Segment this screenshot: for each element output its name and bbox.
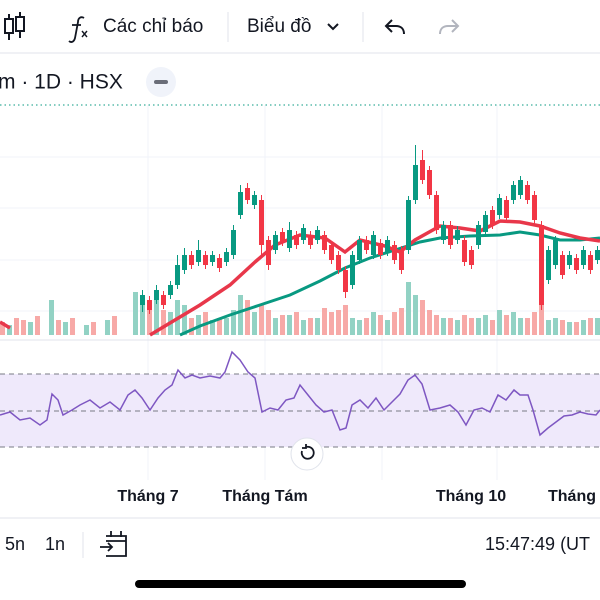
indicators-label: Các chỉ báo bbox=[103, 16, 203, 37]
time-axis-label: Tháng Tám bbox=[222, 488, 307, 505]
moving-average-fast bbox=[0, 219, 600, 337]
range-button[interactable]: 5n bbox=[5, 534, 25, 554]
range-button[interactable]: 1n bbox=[45, 534, 65, 554]
go-to-date-button[interactable] bbox=[100, 531, 127, 557]
candle-type-button[interactable] bbox=[4, 12, 25, 40]
clock: 15:47:49 (UT bbox=[485, 534, 590, 554]
fx-icon bbox=[68, 16, 85, 43]
undo-button[interactable] bbox=[384, 19, 405, 35]
chart-type-menu[interactable]: Biểu đồ bbox=[247, 16, 339, 37]
indicators-button[interactable]: Các chỉ báo bbox=[68, 16, 203, 43]
rsi-line bbox=[0, 350, 600, 437]
collapse-legend-button[interactable] bbox=[146, 67, 176, 97]
candle-wicks-up bbox=[142, 145, 598, 312]
home-indicator bbox=[135, 580, 466, 588]
chevron-down bbox=[327, 23, 339, 31]
reset-scale-button[interactable] bbox=[290, 437, 324, 471]
time-axis-label: Tháng 7 bbox=[117, 488, 178, 505]
candle-bodies-down bbox=[147, 160, 593, 310]
chart-type-label: Biểu đồ bbox=[247, 16, 311, 37]
fx-icon-x bbox=[81, 30, 88, 38]
toolbar: Các chỉ báo Biểu đồ bbox=[4, 12, 460, 43]
time-axis-label: Tháng bbox=[548, 488, 596, 505]
redo-button[interactable] bbox=[439, 19, 460, 35]
candle-bodies-up bbox=[140, 165, 600, 305]
time-axis-label: Tháng 10 bbox=[436, 488, 506, 505]
symbol-legend: m · 1D · HSX bbox=[0, 71, 123, 94]
